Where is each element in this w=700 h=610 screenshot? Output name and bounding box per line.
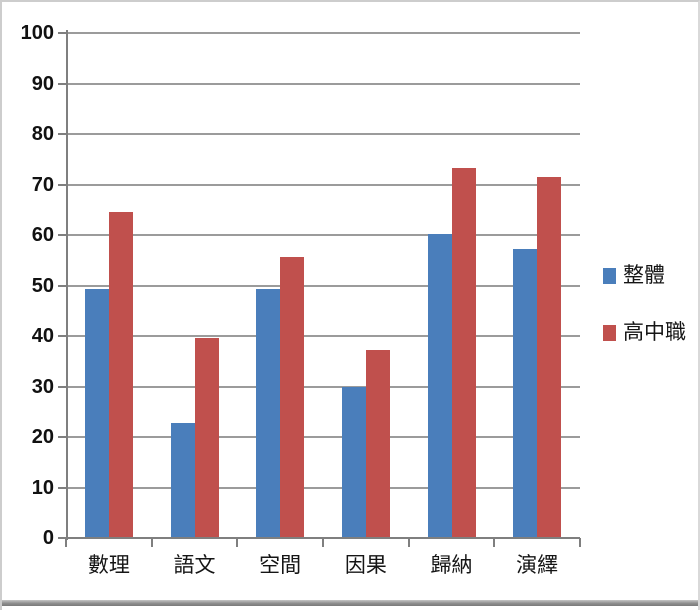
y-tick-label: 70 bbox=[31, 173, 54, 196]
y-axis-tick bbox=[58, 32, 67, 34]
y-tick-label: 10 bbox=[31, 476, 54, 499]
x-category-label: 數理 bbox=[87, 554, 130, 577]
bar-整體-歸納 bbox=[427, 233, 452, 538]
y-axis-tick bbox=[58, 486, 67, 489]
legend-swatch-series-2 bbox=[603, 325, 616, 341]
bar-整體-數理 bbox=[84, 288, 109, 538]
x-axis-tick bbox=[493, 538, 496, 547]
y-tick-label: 100 bbox=[20, 22, 54, 44]
bar-整體-因果 bbox=[341, 386, 366, 538]
gridline bbox=[66, 133, 580, 135]
bar-整體-語文 bbox=[170, 422, 195, 538]
y-axis-tick bbox=[58, 234, 67, 236]
bar-高中職-演繹 bbox=[537, 177, 562, 538]
legend: 整體 高中職 bbox=[603, 264, 686, 378]
gridline bbox=[66, 32, 580, 34]
x-category-label: 演繹 bbox=[516, 554, 559, 577]
legend-label: 整體 bbox=[623, 264, 665, 287]
legend-item: 高中職 bbox=[603, 321, 686, 345]
gridline bbox=[66, 284, 580, 287]
legend-swatch-series-1 bbox=[603, 268, 616, 284]
y-axis-line bbox=[66, 30, 68, 540]
bar-整體-空間 bbox=[256, 288, 281, 538]
gridline bbox=[66, 486, 580, 489]
x-axis-tick bbox=[236, 538, 239, 547]
gridline bbox=[66, 385, 580, 388]
gridline bbox=[66, 234, 580, 236]
x-axis-tick bbox=[150, 538, 153, 547]
gridline bbox=[66, 183, 580, 186]
y-axis-tick bbox=[58, 133, 67, 135]
bar-高中職-空間 bbox=[280, 257, 305, 538]
x-axis-line bbox=[58, 537, 580, 539]
bar-整體-演繹 bbox=[513, 249, 538, 538]
y-tick-label: 30 bbox=[31, 375, 54, 398]
bar-高中職-語文 bbox=[194, 337, 219, 538]
y-tick-label: 0 bbox=[42, 527, 54, 549]
x-category-label: 因果 bbox=[344, 554, 387, 577]
y-axis-tick bbox=[58, 436, 67, 438]
gridline bbox=[66, 335, 580, 337]
gridline bbox=[66, 436, 580, 438]
y-tick-label: 60 bbox=[31, 224, 54, 246]
y-axis-tick bbox=[58, 82, 67, 85]
bar-高中職-歸納 bbox=[451, 168, 476, 538]
x-axis-tick bbox=[65, 538, 67, 547]
y-axis-tick bbox=[58, 385, 67, 388]
y-tick-label: 20 bbox=[31, 426, 54, 448]
x-category-label: 歸納 bbox=[430, 554, 473, 577]
legend-item: 整體 bbox=[603, 264, 686, 288]
x-axis-tick bbox=[579, 538, 581, 547]
bottom-border-rule bbox=[2, 600, 698, 606]
y-tick-label: 50 bbox=[31, 274, 54, 297]
y-axis-tick bbox=[58, 183, 67, 186]
y-tick-label: 40 bbox=[31, 325, 54, 347]
bar-高中職-數理 bbox=[108, 212, 133, 538]
legend-label: 高中職 bbox=[623, 321, 686, 344]
x-category-label: 語文 bbox=[173, 554, 216, 577]
y-axis-tick bbox=[58, 284, 67, 287]
y-axis-tick bbox=[58, 335, 67, 337]
bar-高中職-因果 bbox=[365, 350, 390, 538]
gridline bbox=[66, 82, 580, 85]
x-category-label: 空間 bbox=[259, 554, 302, 577]
x-axis-tick bbox=[322, 538, 324, 547]
y-tick-label: 80 bbox=[31, 123, 54, 145]
x-axis-tick bbox=[407, 538, 410, 547]
y-tick-label: 90 bbox=[31, 72, 54, 95]
